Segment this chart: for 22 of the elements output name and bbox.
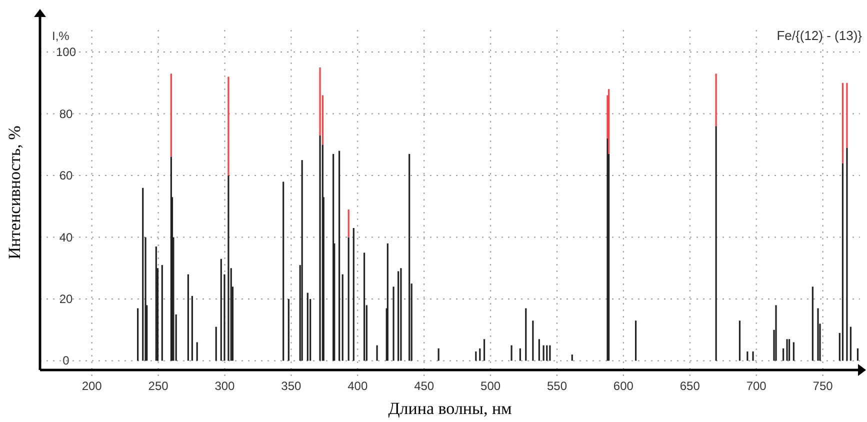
annotation: I,% (52, 29, 70, 43)
x-tick-label: 300 (214, 379, 236, 393)
x-tick-label: 400 (348, 379, 368, 393)
y-tick-label: 20 (59, 292, 73, 306)
annotation: Fe/{(12) - (13)} (776, 28, 863, 43)
y-axis-title: Интенсивность, % (5, 126, 24, 260)
x-axis-title: Длина волны, нм (388, 399, 512, 418)
x-tick-label: 750 (812, 379, 834, 393)
y-tick-label: 40 (59, 230, 73, 244)
x-tick-label: 500 (480, 379, 501, 393)
y-tick-label: 100 (56, 45, 76, 60)
y-tick-label: 80 (59, 106, 73, 121)
x-tick-label: 600 (613, 379, 634, 393)
x-tick-label: 700 (746, 379, 767, 393)
x-tick-label: 200 (82, 379, 102, 393)
y-tick-label: 0 (62, 354, 70, 368)
x-tick-label: 450 (414, 379, 434, 393)
x-tick-label: 350 (281, 379, 302, 393)
x-tick-label: 250 (148, 379, 169, 393)
y-tick-label: 60 (59, 168, 73, 183)
x-tick-label: 650 (680, 379, 700, 393)
x-tick-label: 550 (546, 379, 568, 393)
